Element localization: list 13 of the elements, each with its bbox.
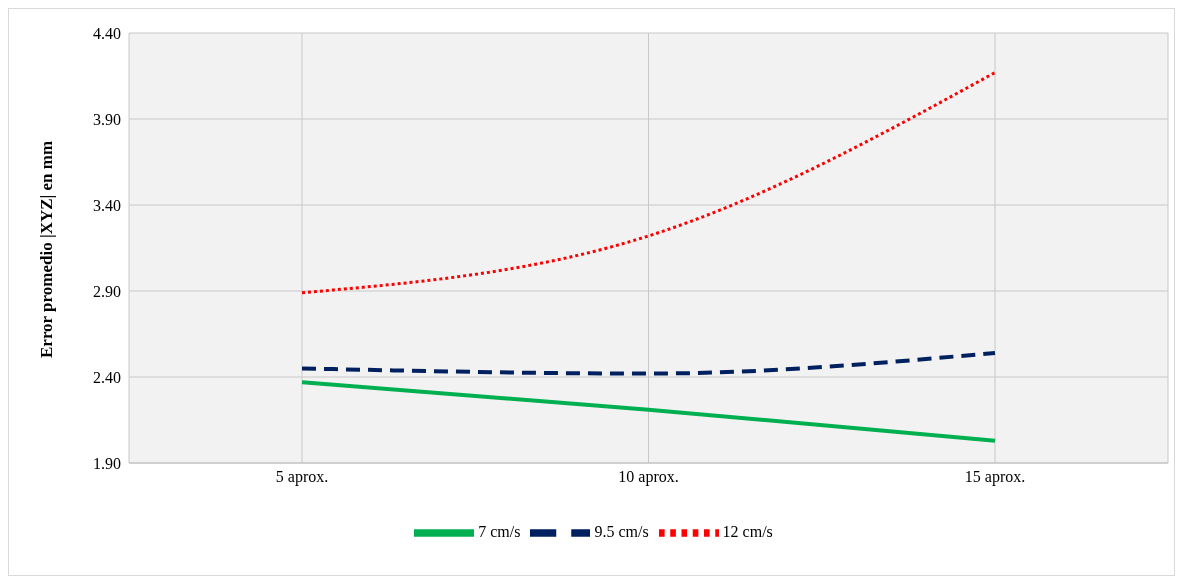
- y-tick-label: 3.40: [93, 196, 121, 214]
- y-tick-label: 2.90: [93, 282, 121, 300]
- y-tick-label: 1.90: [93, 454, 121, 472]
- x-tick-label: 5 aprox.: [275, 468, 329, 487]
- y-tick-label: 3.90: [93, 110, 121, 128]
- legend-label: 7 cm/s: [478, 522, 521, 540]
- y-tick-label: 4.40: [93, 24, 121, 42]
- x-tick-label: 10 aprox.: [618, 468, 679, 487]
- y-tick-label: 2.40: [93, 368, 121, 386]
- x-tick-label: 15 aprox.: [964, 468, 1026, 487]
- y-axis-title: Error promedio |XYZ| en mm: [37, 140, 57, 358]
- legend-label: 9.5 cm/s: [594, 522, 649, 540]
- legend-label: 12 cm/s: [722, 522, 773, 540]
